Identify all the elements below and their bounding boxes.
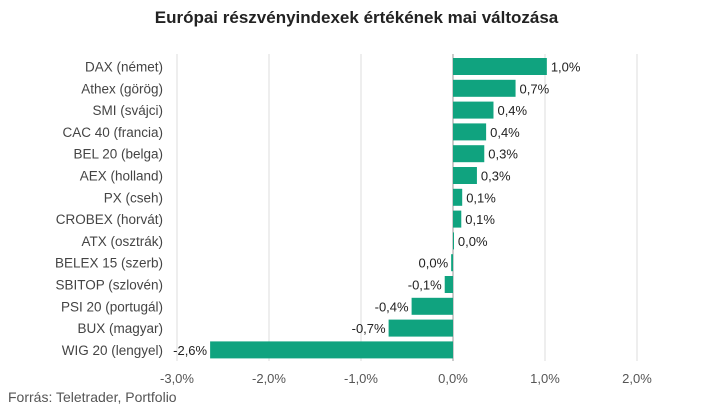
category-label: ATX (osztrák) xyxy=(81,234,163,249)
source-note: Forrás: Teletrader, Portfolio xyxy=(8,389,177,405)
bar xyxy=(210,341,453,359)
category-label: SMI (svájci) xyxy=(93,103,164,118)
bar xyxy=(444,276,453,293)
data-label: 0,1% xyxy=(466,190,496,205)
category-label: BELEX 15 (szerb) xyxy=(55,256,163,271)
bar xyxy=(453,58,547,75)
bar xyxy=(453,101,494,119)
data-label: 0,1% xyxy=(465,212,495,227)
value-labels: 1,0%0,7% 0,4% 0,4% 0,3% 0,3% 0,1% 0,1% 0,0% 0,0%… xyxy=(173,60,581,358)
data-label: 1,0% xyxy=(551,60,581,75)
bar xyxy=(388,319,453,337)
x-axis-ticks: -3,0% -2,0% -1,0% 0,0% 1,0% 2,0% xyxy=(160,371,652,386)
bar xyxy=(411,297,453,315)
category-label: CAC 40 (francia) xyxy=(62,125,163,140)
bar xyxy=(453,123,487,141)
data-label: 0,4% xyxy=(490,125,520,140)
category-label: CROBEX (horvát) xyxy=(56,212,163,227)
category-label: PSI 20 (portugál) xyxy=(61,299,163,314)
data-label: 0,0% xyxy=(419,256,449,271)
category-label: PX (cseh) xyxy=(104,190,163,205)
data-label: 0,3% xyxy=(488,147,518,162)
bar xyxy=(453,79,516,97)
x-tick-label: -3,0% xyxy=(160,371,194,386)
bar xyxy=(451,254,453,272)
data-label: -0,1% xyxy=(408,278,442,293)
category-label: SBITOP (szlovén) xyxy=(55,278,163,293)
x-tick-label: 0,0% xyxy=(438,371,468,386)
x-tick-label: -2,0% xyxy=(252,371,286,386)
data-label: 0,7% xyxy=(520,81,550,96)
data-label: -2,6% xyxy=(173,343,207,358)
x-tick-label: 2,0% xyxy=(622,371,652,386)
bar xyxy=(453,188,463,206)
category-labels: DAX (német) Athex (görög) SMI (svájci) CAC … xyxy=(55,60,163,358)
data-label: -0,4% xyxy=(375,299,409,314)
x-tick-label: 1,0% xyxy=(530,371,560,386)
bars xyxy=(210,58,547,359)
category-label: DAX (német) xyxy=(85,60,163,75)
bar xyxy=(453,210,462,228)
category-label: BUX (magyar) xyxy=(77,321,163,336)
gridlines xyxy=(176,54,638,361)
data-label: 0,4% xyxy=(497,103,527,118)
data-label: 0,0% xyxy=(458,234,488,249)
chart-title: Európai részvényindexek értékének mai vá… xyxy=(154,8,559,27)
bar xyxy=(453,167,477,184)
bar xyxy=(453,232,454,250)
bar xyxy=(453,145,485,163)
category-label: BEL 20 (belga) xyxy=(73,147,163,162)
x-tick-label: -1,0% xyxy=(344,371,378,386)
category-label: WIG 20 (lengyel) xyxy=(62,343,163,358)
category-label: Athex (görög) xyxy=(81,81,163,96)
data-label: -0,7% xyxy=(352,321,386,336)
category-label: AEX (holland) xyxy=(80,169,163,184)
data-label: 0,3% xyxy=(481,169,511,184)
